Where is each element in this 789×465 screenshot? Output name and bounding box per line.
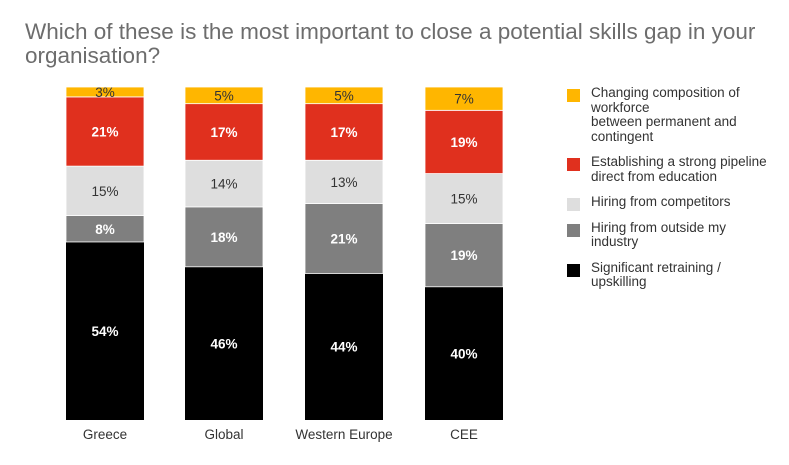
bar-segment <box>424 223 504 288</box>
data-label: 14% <box>210 177 237 192</box>
bar-segment <box>184 103 264 161</box>
data-label: 17% <box>210 125 237 140</box>
data-label: 21% <box>330 232 357 247</box>
bar-segment <box>425 286 503 420</box>
bar-segment <box>304 103 384 161</box>
x-tick-label: CEE <box>450 427 478 442</box>
legend-item: Changing composition of workforce betwee… <box>567 85 767 144</box>
data-label: 40% <box>450 346 477 361</box>
data-label: 46% <box>210 336 237 351</box>
legend-label: Changing composition of workforce betwee… <box>591 85 740 144</box>
legend-item: Significant retraining / upskilling <box>567 259 767 290</box>
x-tick-label: Greece <box>83 427 127 442</box>
legend-item: Hiring from outside my industry <box>567 219 767 250</box>
data-label: 21% <box>91 125 118 140</box>
bar-segment <box>184 206 264 268</box>
legend-label: Significant retraining / upskilling <box>591 259 721 289</box>
data-label: 19% <box>450 248 477 263</box>
x-tick-label: Global <box>204 427 243 442</box>
legend-label: Establishing a strong pipeline direct fr… <box>591 154 767 184</box>
bar-segment <box>304 86 384 105</box>
bar-segment <box>184 86 264 105</box>
bar-segment <box>65 86 145 98</box>
legend-swatch <box>567 263 580 277</box>
legend: Changing composition of workforce betwee… <box>567 85 767 301</box>
data-label: 13% <box>330 175 357 190</box>
data-label: 8% <box>95 222 115 237</box>
legend-swatch <box>567 198 580 211</box>
data-label: 7% <box>454 92 474 107</box>
bar-segment <box>424 109 504 174</box>
bar-segment <box>424 86 504 111</box>
bar-segment <box>305 273 383 420</box>
data-label: 44% <box>330 340 357 355</box>
bar-segment <box>66 241 144 420</box>
legend-label: Hiring from outside my industry <box>591 219 727 249</box>
data-label: 15% <box>91 184 118 199</box>
data-label: 5% <box>214 88 234 103</box>
data-label: 54% <box>91 324 118 339</box>
legend-item: Establishing a strong pipeline direct fr… <box>567 154 767 184</box>
data-label: 3% <box>95 85 115 100</box>
legend-label: Hiring from competitors <box>591 194 731 209</box>
data-label: 5% <box>334 88 354 103</box>
data-label: 15% <box>450 192 477 207</box>
x-tick-label: Western Europe <box>295 427 392 442</box>
legend-item: Hiring from competitors <box>567 194 767 211</box>
bar-segment <box>65 165 145 216</box>
bar-segment <box>65 215 145 243</box>
legend-swatch <box>567 158 580 171</box>
data-label: 17% <box>330 125 357 140</box>
bar-segment <box>185 266 263 420</box>
chart-title: Which of these is the most important to … <box>25 19 756 68</box>
bar-segment <box>184 159 264 208</box>
bar-segment <box>65 96 145 167</box>
bar-segment <box>424 173 504 224</box>
legend-swatch <box>567 89 580 102</box>
bar-segment <box>304 203 384 274</box>
legend-swatch <box>567 223 580 237</box>
data-label: 19% <box>450 135 477 150</box>
data-label: 18% <box>210 230 237 245</box>
